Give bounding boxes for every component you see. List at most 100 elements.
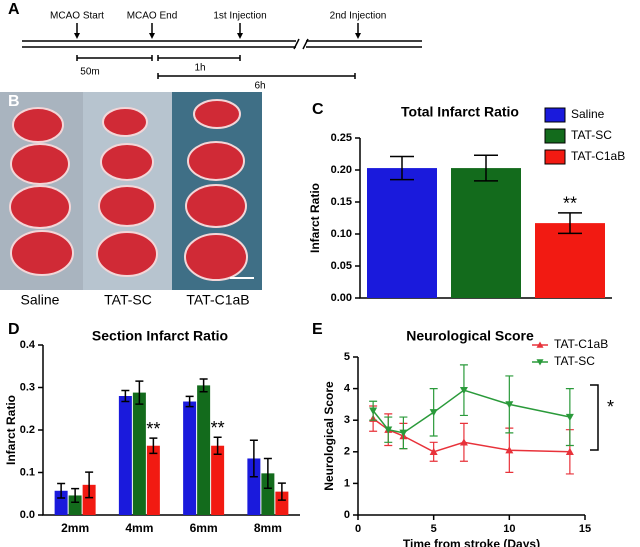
y-tick-label: 1 xyxy=(344,477,350,489)
legend-label: Saline xyxy=(571,107,605,121)
bar xyxy=(197,385,211,515)
error-bar xyxy=(121,389,130,403)
bar xyxy=(183,401,197,515)
brain-photo xyxy=(0,92,262,290)
marker xyxy=(384,426,393,434)
slice xyxy=(193,99,241,129)
slice xyxy=(100,143,154,181)
y-tick-label: 0.00 xyxy=(331,292,352,304)
event-label: 1st Injection xyxy=(213,11,266,22)
y-tick-label: 0 xyxy=(344,509,350,521)
legend-label: TAT-C1aB xyxy=(554,337,608,351)
marker xyxy=(429,447,438,455)
event-label: 2nd Injection xyxy=(330,11,387,22)
panel-label: B xyxy=(8,93,20,110)
chart-title: Neurological Score xyxy=(406,328,534,344)
x-tick-label: 5 xyxy=(431,523,437,535)
x-tick-label: 4mm xyxy=(125,521,153,535)
error-bar xyxy=(149,437,158,455)
slice xyxy=(9,185,71,229)
legend-swatch xyxy=(544,149,566,165)
error-bar xyxy=(85,471,94,499)
slice xyxy=(98,185,156,227)
interval-label: 1h xyxy=(194,63,205,74)
chart-title: Section Infarct Ratio xyxy=(92,328,228,344)
chart-title: Total Infarct Ratio xyxy=(401,104,519,120)
legend-label: TAT-C1aB xyxy=(571,149,625,163)
photo-label: Saline xyxy=(21,292,60,308)
x-tick-label: 8mm xyxy=(254,521,282,535)
slice xyxy=(185,184,247,228)
x-axis-label: Time from stroke (Days) xyxy=(403,537,540,547)
axes xyxy=(359,138,612,299)
y-axis-label: Infarct Ratio xyxy=(308,183,322,253)
error-bar xyxy=(474,154,498,182)
bar xyxy=(68,495,82,515)
y-tick-label: 0.25 xyxy=(331,132,352,144)
marker xyxy=(505,446,514,454)
significance: ** xyxy=(211,418,225,438)
marker xyxy=(565,413,574,422)
event-label: MCAO Start xyxy=(50,11,104,22)
slice xyxy=(102,107,148,137)
bar xyxy=(146,445,160,515)
photo-label: TAT-SC xyxy=(104,292,152,308)
y-tick-label: 0.0 xyxy=(20,509,35,521)
bar xyxy=(367,168,437,298)
y-axis-label: Infarct Ratio xyxy=(4,395,18,465)
y-tick-label: 0.2 xyxy=(20,424,35,436)
error-bar xyxy=(213,436,222,455)
event-label: MCAO End xyxy=(127,11,178,22)
marker xyxy=(459,438,468,446)
bar xyxy=(261,473,275,515)
bar xyxy=(451,168,521,298)
y-tick-label: 0.05 xyxy=(331,260,352,272)
slice xyxy=(184,233,248,281)
error-bar xyxy=(135,380,144,405)
error-bar xyxy=(199,378,208,393)
y-tick-label: 0.20 xyxy=(331,164,352,176)
bar xyxy=(211,445,225,515)
panel-label: E xyxy=(312,321,323,338)
y-tick-label: 0.10 xyxy=(331,228,352,240)
legend-label: TAT-SC xyxy=(571,128,612,142)
marker xyxy=(459,386,468,395)
significance: ** xyxy=(146,419,160,439)
y-tick-label: 5 xyxy=(344,351,350,363)
marker xyxy=(429,409,438,417)
y-tick-label: 0.1 xyxy=(20,466,35,478)
panel-label: A xyxy=(8,1,20,18)
panel-label: C xyxy=(312,101,324,118)
legend-marker xyxy=(536,359,544,366)
slice xyxy=(10,230,74,276)
bar xyxy=(247,458,261,515)
x-tick-label: 15 xyxy=(579,523,591,535)
marker xyxy=(505,401,514,409)
bar xyxy=(82,484,96,515)
error-bar xyxy=(185,395,194,408)
timeline xyxy=(22,38,422,50)
significance: ** xyxy=(563,194,577,214)
legend-swatch xyxy=(544,107,566,123)
error-bar xyxy=(263,457,272,489)
significance: * xyxy=(607,397,614,417)
slice xyxy=(12,107,64,143)
x-tick-label: 10 xyxy=(503,523,515,535)
marker xyxy=(369,407,378,415)
arrow-head xyxy=(74,33,80,39)
x-tick-label: 0 xyxy=(355,523,361,535)
marker xyxy=(565,447,574,455)
arrow-head xyxy=(149,33,155,39)
arrow-head xyxy=(355,33,361,39)
slice xyxy=(187,141,245,181)
bar xyxy=(132,392,146,515)
slice xyxy=(96,231,158,277)
y-tick-label: 0.4 xyxy=(20,339,36,351)
marker xyxy=(399,429,408,437)
interval xyxy=(76,55,153,61)
x-tick-label: 6mm xyxy=(190,521,218,535)
series-line xyxy=(372,389,571,434)
error-bar xyxy=(277,482,286,501)
error-bar xyxy=(249,439,258,478)
